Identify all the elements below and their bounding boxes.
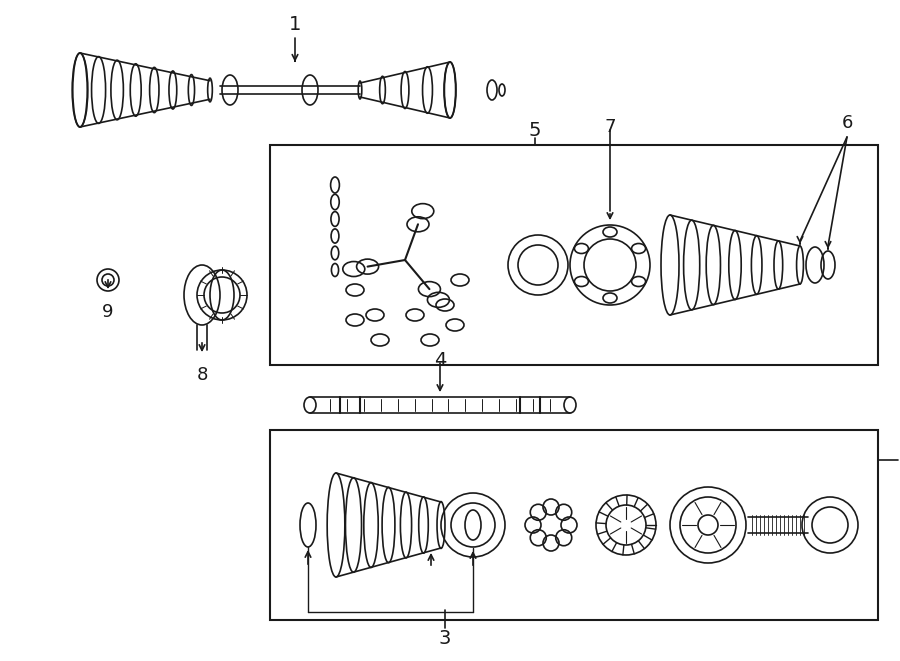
Text: 8: 8 [196, 366, 208, 384]
Text: 4: 4 [434, 350, 446, 369]
Text: 7: 7 [604, 118, 616, 136]
Text: 3: 3 [439, 629, 451, 648]
Bar [270, 430, 878, 620]
Bar [270, 145, 878, 365]
Text: 5: 5 [529, 120, 541, 139]
Text: 1: 1 [289, 15, 302, 34]
Text: 6: 6 [842, 114, 852, 132]
Text: 9: 9 [103, 303, 113, 321]
